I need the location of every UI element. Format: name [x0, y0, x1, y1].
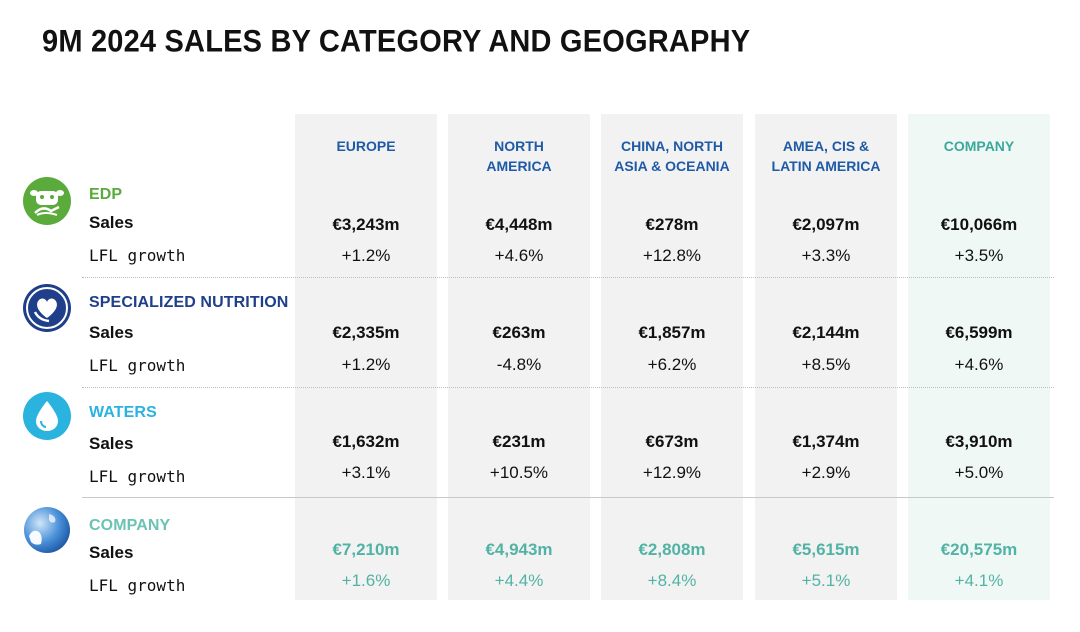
cell-sales: €2,097m	[792, 215, 860, 234]
cell-lfl: +5.0%	[954, 463, 1004, 482]
cell-lfl: +4.4%	[494, 571, 544, 590]
cell-sales: €2,144m	[792, 323, 860, 342]
cell-lfl: +5.1%	[801, 571, 851, 590]
category-title-company: COMPANY	[89, 517, 171, 534]
cell-sales: €278m	[645, 215, 699, 234]
cell-sales: €4,943m	[485, 540, 553, 559]
cell-sales: €2,335m	[332, 323, 400, 342]
water-drop-icon	[23, 392, 71, 440]
divider	[82, 387, 1054, 388]
category-title-specialized-nutrition: SPECIALIZED NUTRITION	[89, 294, 289, 311]
cell-lfl: +12.9%	[642, 463, 702, 482]
column-header-amea: AMEA, CIS & LATIN AMERICA	[771, 138, 881, 174]
cell-lfl: +4.6%	[954, 355, 1004, 374]
globe-icon	[24, 507, 70, 553]
row-label-sales: Sales	[89, 543, 134, 562]
cell-sales: €20,575m	[940, 540, 1018, 559]
column-bg-north-america	[448, 114, 590, 600]
cell-sales: €3,243m	[332, 215, 400, 234]
row-label-lfl: LFL growth	[89, 576, 186, 595]
column-header-china: CHINA, NORTH ASIA & OCEANIA	[614, 138, 730, 174]
column-bg-china	[601, 114, 743, 600]
cell-sales: €7,210m	[332, 540, 400, 559]
column-bg-company	[908, 114, 1050, 600]
cell-lfl: +1.2%	[341, 246, 391, 265]
category-title-waters: WATERS	[89, 404, 157, 421]
heart-hand-icon	[23, 284, 71, 332]
column-header-north-america: NORTH AMERICA	[486, 138, 552, 174]
column-bg-amea	[755, 114, 897, 600]
cell-lfl: +12.8%	[642, 246, 702, 265]
cell-lfl: +2.9%	[801, 463, 851, 482]
cell-sales: €3,910m	[945, 432, 1013, 451]
cell-lfl: +4.6%	[494, 246, 544, 265]
cell-lfl: -4.8%	[496, 355, 542, 374]
cell-sales: €673m	[645, 432, 699, 451]
cell-lfl: +1.2%	[341, 355, 391, 374]
divider	[82, 277, 1054, 278]
cell-lfl: +3.5%	[954, 246, 1004, 265]
column-header-company: COMPANY	[943, 138, 1015, 154]
cell-lfl: +1.6%	[341, 571, 391, 590]
cell-lfl: +6.2%	[647, 355, 697, 374]
cell-lfl: +3.1%	[341, 463, 391, 482]
cell-sales: €1,632m	[332, 432, 400, 451]
cell-sales: €231m	[492, 432, 546, 451]
column-bg-europe	[295, 114, 437, 600]
cell-sales: €6,599m	[945, 323, 1013, 342]
cell-sales: €10,066m	[940, 215, 1018, 234]
cell-lfl: +8.4%	[647, 571, 697, 590]
row-label-lfl: LFL growth	[89, 467, 186, 486]
row-label-sales: Sales	[89, 323, 134, 342]
cell-sales: €5,615m	[792, 540, 860, 559]
divider	[82, 497, 1054, 498]
cell-lfl: +8.5%	[801, 355, 851, 374]
cell-lfl: +3.3%	[801, 246, 851, 265]
cell-lfl: +4.1%	[954, 571, 1004, 590]
row-label-lfl: LFL growth	[89, 246, 186, 265]
cell-sales: €1,857m	[638, 323, 706, 342]
cell-sales: €2,808m	[638, 540, 706, 559]
row-label-lfl: LFL growth	[89, 356, 186, 375]
row-label-sales: Sales	[89, 213, 134, 232]
cell-sales: €263m	[492, 323, 546, 342]
column-header-europe: EUROPE	[336, 138, 396, 154]
cow-icon	[23, 177, 71, 225]
page-title: 9M 2024 SALES BY CATEGORY AND GEOGRAPHY	[42, 24, 751, 60]
category-title-edp: EDP	[89, 186, 123, 203]
cell-lfl: +10.5%	[489, 463, 549, 482]
cell-sales: €4,448m	[485, 215, 553, 234]
row-label-sales: Sales	[89, 434, 134, 453]
cell-sales: €1,374m	[792, 432, 860, 451]
